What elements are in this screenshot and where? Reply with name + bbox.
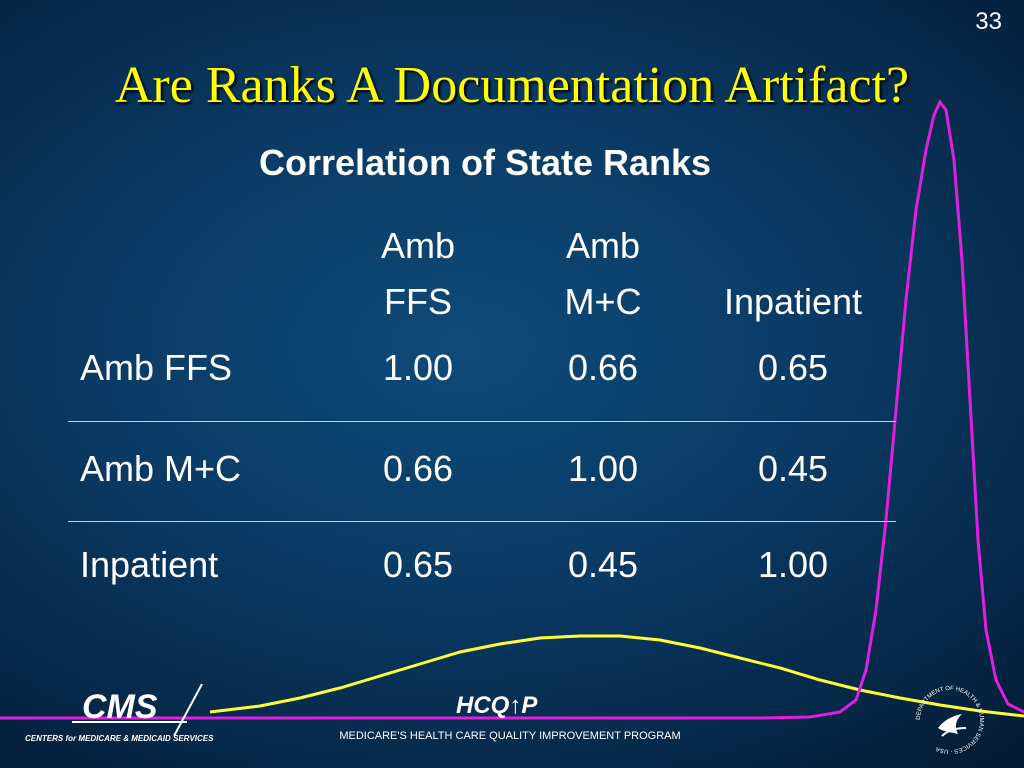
- table-cell: 0.66: [382, 448, 454, 489]
- header-line: Amb: [380, 225, 456, 266]
- table-cell: 0.45: [567, 544, 639, 585]
- table-cell: 0.66: [567, 347, 639, 388]
- slide-number: 33: [975, 8, 1002, 35]
- header-line: Amb: [565, 225, 641, 266]
- row-divider: [68, 521, 896, 522]
- row-divider: [68, 421, 896, 422]
- table-cell: 1.00: [382, 347, 454, 388]
- row-label: Amb M+C: [80, 448, 242, 489]
- header-line: Inpatient: [723, 281, 863, 322]
- hhs-seal-icon: DEPARTMENT OF HEALTH & HUMAN SERVICES · …: [916, 686, 984, 754]
- hcqip-logo: HCQ↑P: [456, 692, 538, 719]
- correlation-table: Amb FFS Amb M+C Inpatient Amb FFS 1.00 0…: [68, 218, 896, 585]
- table-cell: 0.65: [757, 347, 829, 388]
- header-line: FFS: [384, 281, 452, 322]
- table-cell: 1.00: [567, 448, 639, 489]
- table-cell: 1.00: [757, 544, 829, 585]
- wide-bell-curve: [209, 634, 1024, 718]
- program-name: MEDICARE'S HEALTH CARE QUALITY IMPROVEME…: [339, 730, 681, 742]
- narrow-peak-curve: [0, 99, 1024, 720]
- table-subtitle: Correlation of State Ranks: [258, 142, 712, 183]
- row-label: Inpatient: [80, 544, 219, 585]
- row-label: Amb FFS: [80, 347, 233, 388]
- cms-tagline: CENTERS for MEDICARE & MEDICAID SERVICES: [25, 734, 214, 743]
- column-header-amb-mc: Amb M+C: [523, 218, 683, 330]
- header-line: M+C: [564, 281, 642, 322]
- table-cell: 0.45: [757, 448, 829, 489]
- cms-logo-icon: CMS: [72, 684, 203, 736]
- slide-title: Are Ranks A Documentation Artifact?: [114, 57, 910, 114]
- cms-logo-text: CMS: [82, 688, 158, 726]
- column-header-amb-ffs: Amb FFS: [338, 218, 498, 330]
- column-header-inpatient: Inpatient: [698, 274, 888, 330]
- table-cell: 0.65: [382, 544, 454, 585]
- table-header-row: Amb FFS Amb M+C Inpatient: [68, 218, 896, 340]
